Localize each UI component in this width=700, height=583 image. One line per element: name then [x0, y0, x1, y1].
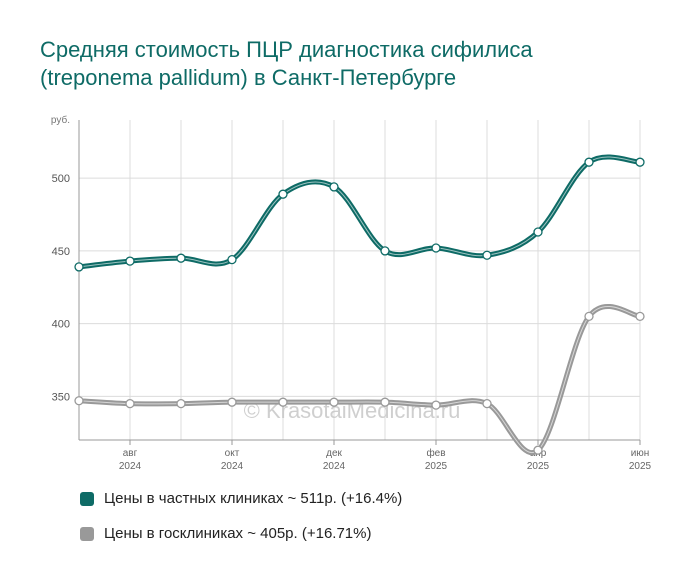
series-1-point — [125, 398, 135, 409]
series-1-point — [533, 445, 543, 455]
y-tick-label: 450 — [52, 246, 70, 258]
legend-swatch-public — [80, 526, 94, 541]
x-tick-label-month: июн — [631, 448, 650, 459]
series-0-point — [329, 182, 339, 192]
series-1-point — [176, 398, 186, 409]
series-1-point — [329, 397, 339, 407]
chart-title-line-1: Средняя стоимость ПЦР диагностика сифили… — [40, 37, 533, 62]
series-0-point — [380, 246, 390, 256]
legend-swatch-private — [80, 491, 94, 506]
series-line-1-highlight — [78, 305, 641, 454]
series-0-point — [176, 253, 186, 263]
legend-label-public: Цены в госклиниках ~ 405р. (+16.71%) — [104, 525, 372, 542]
x-tick-label-year: 2024 — [119, 461, 142, 472]
x-tick-label-year: 2024 — [323, 461, 346, 472]
chart-title: Средняя стоимость ПЦР диагностика сифили… — [40, 36, 680, 92]
series-0-point — [635, 157, 645, 167]
y-tick-label: 500 — [52, 173, 70, 185]
x-tick-label-year: 2025 — [527, 461, 550, 472]
y-tick-label: 350 — [52, 391, 70, 403]
series-1-point — [380, 397, 390, 407]
y-axis-unit-label: руб. — [51, 114, 70, 126]
series-1-point — [584, 311, 594, 322]
chart-title-line-2: (treponema pallidum) в Санкт-Петербурге — [40, 65, 457, 90]
series-0-point — [227, 254, 237, 265]
series-0-point — [125, 256, 135, 266]
x-tick-label-month: дек — [326, 448, 342, 459]
x-tick-label-month: фев — [426, 447, 445, 459]
series-0-point — [431, 243, 441, 253]
series-0-point — [74, 262, 84, 272]
series-1-point — [482, 398, 492, 409]
series-1-point — [635, 311, 645, 322]
series-1-point — [227, 397, 237, 407]
y-tick-label: 400 — [52, 319, 70, 331]
x-tick-label-year: 2025 — [425, 461, 448, 472]
series-line-1-band — [76, 303, 643, 456]
legend-item-private[interactable]: Цены в частных клиниках ~ 511р. (+16.4%) — [80, 490, 402, 507]
legend-item-public[interactable]: Цены в госклиниках ~ 405р. (+16.71%) — [80, 525, 371, 542]
series-0-point — [482, 250, 492, 260]
x-tick-label-month: окт — [225, 448, 240, 459]
series-1-point — [74, 396, 84, 406]
x-tick-label-year: 2024 — [221, 461, 244, 472]
x-tick-label-year: 2025 — [629, 461, 652, 472]
series-0-point — [278, 189, 288, 199]
series-1-point — [278, 397, 288, 407]
series-0-point — [533, 227, 543, 237]
series-1-point — [431, 400, 441, 410]
series-0-point — [584, 157, 594, 167]
x-tick-label-month: авг — [123, 448, 138, 459]
legend-label-private: Цены в частных клиниках ~ 511р. (+16.4%) — [104, 490, 403, 507]
